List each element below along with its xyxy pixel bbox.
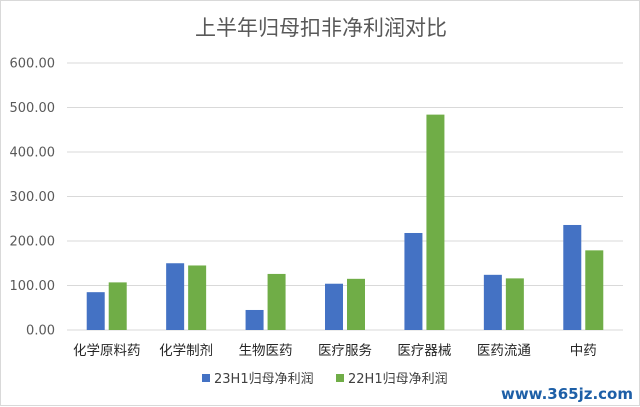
bars: [86, 114, 604, 331]
bar-series1: [166, 263, 185, 330]
watermark: www.365jz.com: [501, 385, 633, 403]
bar-series1: [245, 309, 264, 330]
x-tick-label: 生物医药: [239, 343, 293, 359]
bar-series2: [347, 278, 365, 330]
chart-title: 上半年归母扣非净利润对比: [195, 16, 447, 40]
x-tick-label: 医药流通: [477, 343, 531, 359]
bar-series2: [585, 250, 604, 330]
bar-series2: [267, 273, 286, 330]
x-tick-label: 医疗器械: [397, 343, 451, 359]
x-tick-label: 化学原料药: [73, 343, 141, 359]
x-axis-ticks: 化学原料药 化学制剂 生物医药 医疗服务 医疗器械 医药流通 中药: [73, 343, 597, 359]
legend-swatch: [202, 374, 210, 382]
y-tick-label: 200.00: [10, 235, 56, 250]
x-tick-label: 医疗服务: [318, 343, 372, 359]
y-tick-label: 0.00: [26, 324, 55, 339]
gridlines: [67, 62, 623, 331]
legend-swatch: [336, 374, 344, 382]
y-tick-label: 500.00: [10, 101, 56, 116]
bar-series2: [188, 265, 207, 330]
bar-series2: [426, 114, 445, 331]
y-tick-label: 400.00: [10, 146, 56, 161]
legend-label: 22H1归母净利润: [348, 372, 448, 387]
bar-series1: [563, 224, 582, 330]
x-tick-label: 化学制剂: [159, 343, 213, 359]
bar-series2: [505, 278, 524, 330]
bar-series2: [108, 282, 127, 330]
y-tick-label: 600.00: [10, 57, 56, 72]
legend: 23H1归母净利润 22H1归母净利润: [202, 372, 448, 387]
bar-series1: [404, 232, 423, 330]
bar-series1: [483, 274, 502, 330]
bar-series1: [86, 292, 105, 330]
y-tick-label: 100.00: [10, 279, 56, 294]
y-axis-ticks: 0.00 100.00 200.00 300.00 400.00 500.00 600.00: [10, 57, 56, 339]
y-tick-label: 300.00: [10, 190, 56, 205]
bar-series1: [325, 283, 343, 330]
x-tick-label: 中药: [570, 343, 597, 359]
legend-label: 23H1归母净利润: [214, 372, 314, 387]
